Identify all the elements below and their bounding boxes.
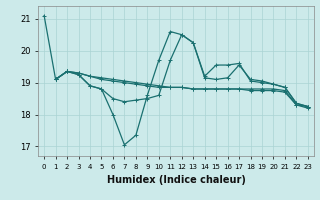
X-axis label: Humidex (Indice chaleur): Humidex (Indice chaleur): [107, 175, 245, 185]
